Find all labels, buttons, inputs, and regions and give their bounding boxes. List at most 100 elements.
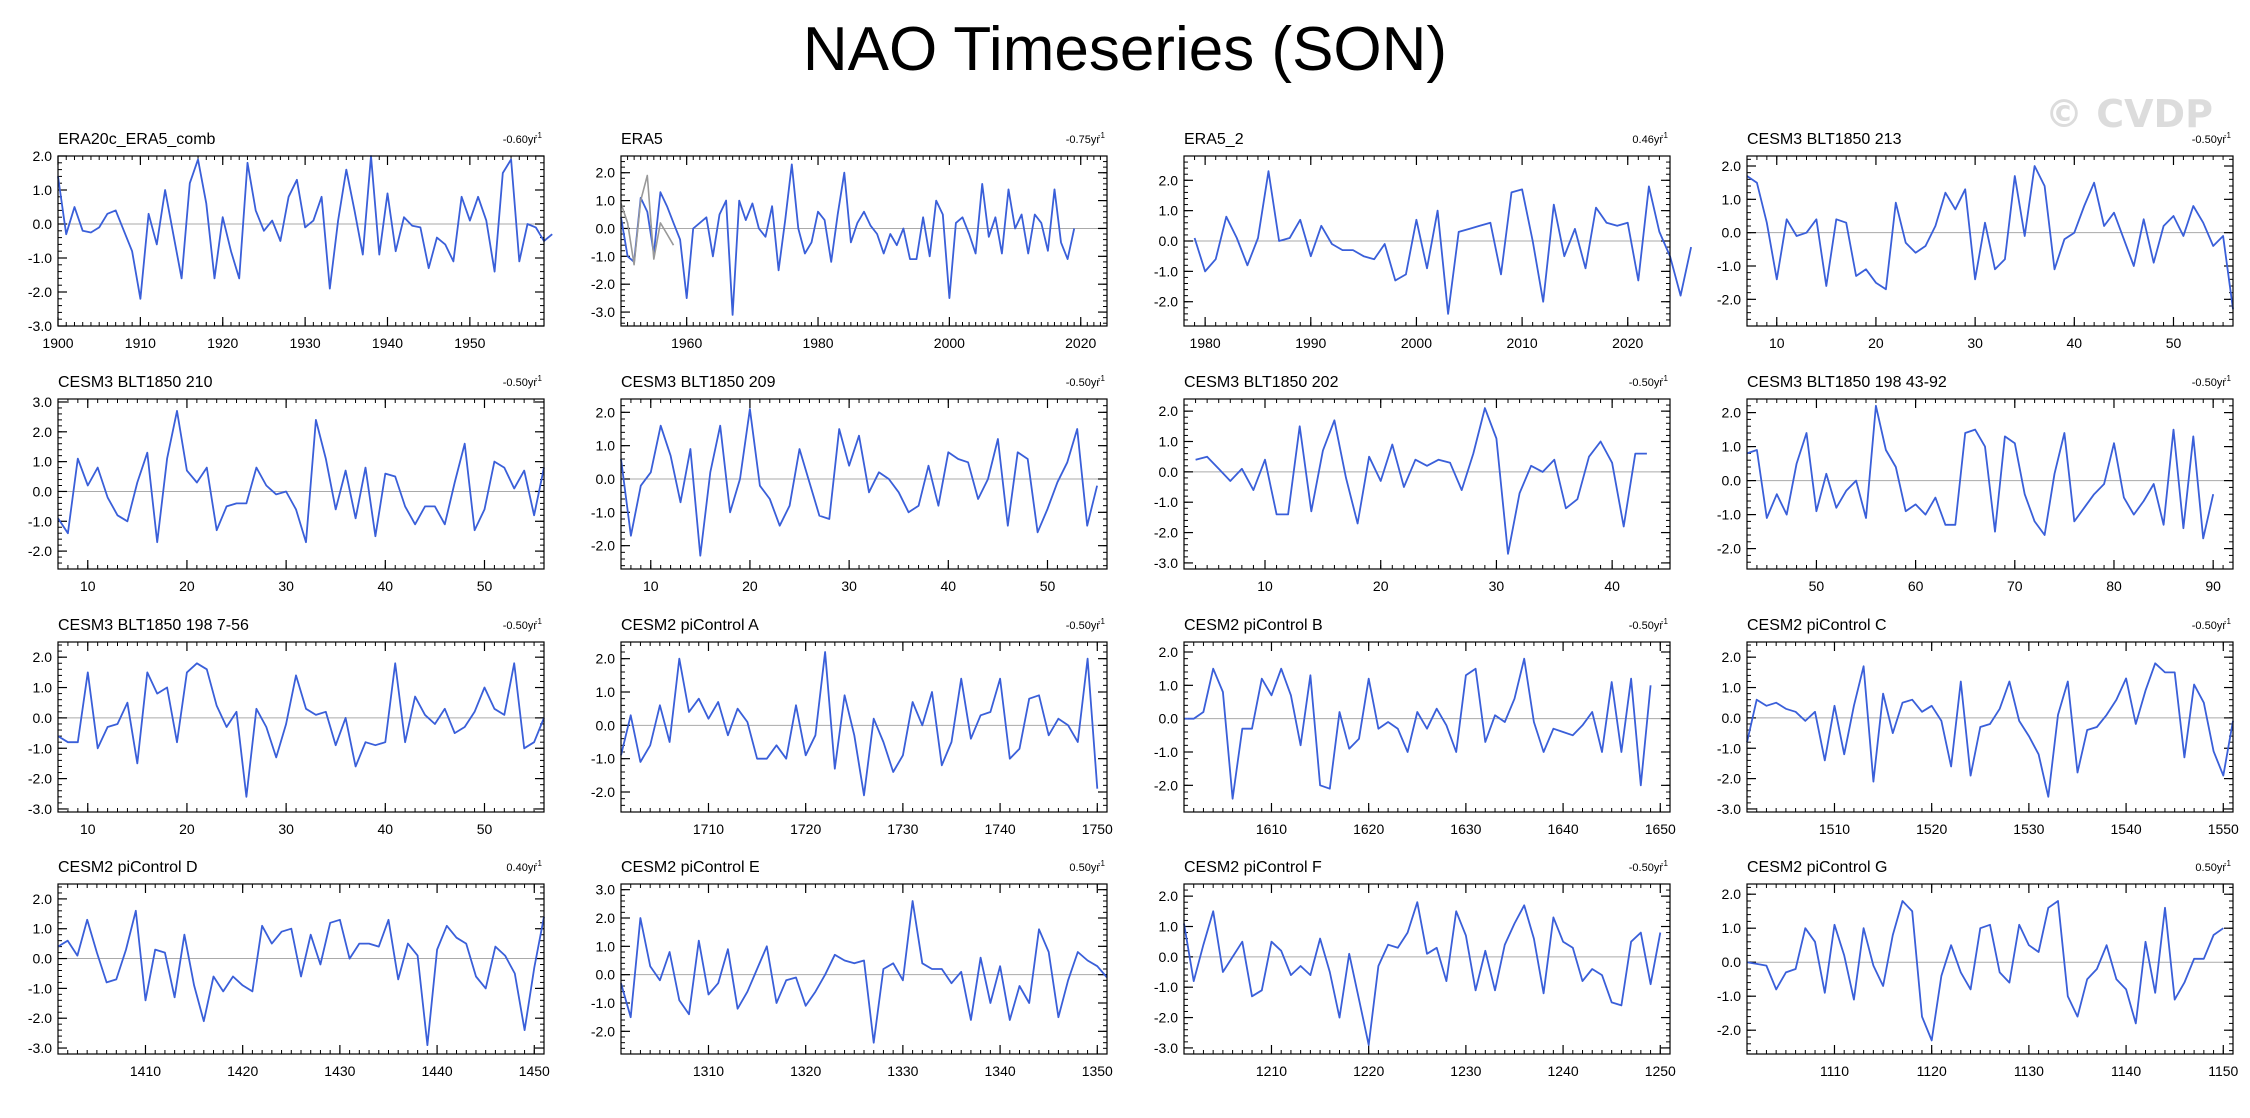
y-tick-label: 2.0	[1722, 405, 1742, 421]
trend-unit-superscript: -1	[535, 617, 543, 626]
x-tick-label: 40	[378, 821, 394, 837]
trend-label: -0.50yr	[1629, 377, 1664, 389]
trend-unit-superscript: -1	[1098, 131, 1106, 140]
series-line	[1184, 657, 1652, 800]
x-tick-label: 80	[2106, 578, 2122, 594]
x-tick-label: 1320	[790, 1063, 821, 1079]
chart-title: CESM2 piControl D	[58, 859, 198, 876]
y-tick-label: 2.0	[1159, 644, 1179, 660]
y-tick-label: -2.0	[1154, 777, 1178, 793]
x-tick-label: 1230	[1450, 1063, 1481, 1079]
y-tick-label: -1.0	[28, 740, 52, 756]
y-tick-label: 0.0	[1159, 233, 1179, 249]
chart-panel-7: CESM3 BLT1850 202 -0.50yr-1 10 20 30 40 -3.0 -2…	[1154, 374, 1671, 594]
y-tick-label: -2.0	[591, 538, 615, 554]
x-tick-label: 30	[278, 578, 294, 594]
y-tick-label: -2.0	[591, 276, 615, 292]
y-tick-label: -3.0	[1154, 555, 1178, 571]
y-tick-label: 0.0	[33, 483, 53, 499]
plot-frame	[57, 883, 545, 1055]
x-tick-label: 1980	[802, 335, 833, 351]
chart-title: CESM2 piControl F	[1184, 859, 1322, 876]
x-tick-label: 50	[1809, 578, 1825, 594]
chart-title: CESM3 BLT1850 210	[58, 374, 213, 391]
trend-unit-superscript: -1	[1661, 131, 1669, 140]
y-tick-label: -1.0	[1717, 258, 1741, 274]
chart-panel-11: CESM2 piControl B -0.50yr-1 1610 1620 1630 16…	[1154, 617, 1676, 837]
y-tick-label: 0.0	[33, 951, 53, 967]
plot-frame	[1746, 398, 2234, 570]
trend-unit-superscript: -1	[1661, 374, 1669, 383]
chart-panel-13: CESM2 piControl D 0.40yr-1 1410 1420 1430 144…	[28, 859, 550, 1079]
x-tick-label: 50	[477, 578, 493, 594]
x-tick-label: 1540	[2111, 821, 2142, 837]
x-tick-label: 1960	[671, 335, 702, 351]
y-tick-label: -2.0	[1154, 294, 1178, 310]
trend-label: -0.60yr	[503, 134, 538, 146]
trend-label: -0.50yr	[1629, 620, 1664, 632]
y-tick-label: 2.0	[1159, 888, 1179, 904]
x-tick-label: 1930	[290, 335, 321, 351]
series-line	[620, 408, 1098, 557]
x-tick-label: 20	[742, 578, 758, 594]
trend-unit-superscript: -1	[535, 131, 543, 140]
x-tick-label: 2000	[1401, 335, 1432, 351]
x-tick-label: 2000	[934, 335, 965, 351]
trend-unit-superscript: -1	[2224, 374, 2232, 383]
y-tick-label: -2.0	[1717, 541, 1741, 557]
y-tick-label: -3.0	[1154, 1040, 1178, 1056]
series-line	[1195, 407, 1647, 555]
y-tick-label: -1.0	[591, 248, 615, 264]
series-line	[57, 409, 545, 544]
y-tick-label: -2.0	[1717, 1022, 1741, 1038]
y-tick-label: -2.0	[1154, 525, 1178, 541]
x-tick-label: 40	[941, 578, 957, 594]
chart-title: CESM3 BLT1850 202	[1184, 374, 1339, 391]
y-tick-label: 1.0	[596, 193, 616, 209]
y-tick-label: -2.0	[28, 284, 52, 300]
trend-label: -0.50yr	[2192, 134, 2227, 146]
x-tick-label: 1710	[693, 821, 724, 837]
plot-frame	[57, 398, 545, 570]
y-tick-label: 1.0	[1159, 434, 1179, 450]
x-tick-label: 1940	[372, 335, 403, 351]
plot-frame	[1183, 883, 1671, 1055]
x-tick-label: 1990	[1295, 335, 1326, 351]
y-tick-label: 0.0	[596, 717, 616, 733]
chart-title: CESM3 BLT1850 213	[1747, 131, 1902, 148]
series-line	[1193, 170, 1692, 315]
x-tick-label: 20	[1868, 335, 1884, 351]
x-tick-label: 1550	[2208, 821, 2239, 837]
y-tick-label: 2.0	[33, 148, 53, 164]
series-line	[57, 155, 553, 300]
chart-panel-5: CESM3 BLT1850 210 -0.50yr-1 10 20 30 40 50 -2.0…	[28, 374, 545, 594]
series-line	[620, 163, 1076, 316]
x-tick-label: 1150	[2208, 1063, 2238, 1079]
y-tick-label: 0.0	[1159, 711, 1179, 727]
y-tick-label: -1.0	[591, 995, 615, 1011]
series-line	[1746, 900, 2224, 1042]
x-tick-label: 1620	[1353, 821, 1384, 837]
y-tick-label: 2.0	[596, 910, 616, 926]
plot-frame	[1183, 155, 1671, 327]
y-tick-label: 1.0	[33, 921, 53, 937]
trend-label: -0.50yr	[2192, 377, 2227, 389]
y-tick-label: -3.0	[591, 304, 615, 320]
x-tick-label: 1110	[1820, 1063, 1849, 1079]
x-tick-label: 30	[1489, 578, 1505, 594]
x-tick-label: 1240	[1548, 1063, 1579, 1079]
y-tick-label: 1.0	[596, 684, 616, 700]
y-tick-label: -2.0	[28, 771, 52, 787]
x-tick-label: 90	[2205, 578, 2221, 594]
y-tick-label: 1.0	[33, 680, 53, 696]
x-tick-label: 1130	[2014, 1063, 2044, 1079]
y-tick-label: 1.0	[1159, 919, 1179, 935]
y-tick-label: 2.0	[33, 424, 53, 440]
y-tick-label: -1.0	[1154, 263, 1178, 279]
y-tick-label: 0.0	[1722, 225, 1742, 241]
y-tick-label: -3.0	[28, 318, 52, 334]
y-tick-label: 3.0	[596, 882, 616, 898]
x-tick-label: 1720	[790, 821, 821, 837]
series-line	[620, 651, 1099, 797]
chart-panel-6: CESM3 BLT1850 209 -0.50yr-1 10 20 30 40 50 -2.0…	[591, 374, 1108, 594]
